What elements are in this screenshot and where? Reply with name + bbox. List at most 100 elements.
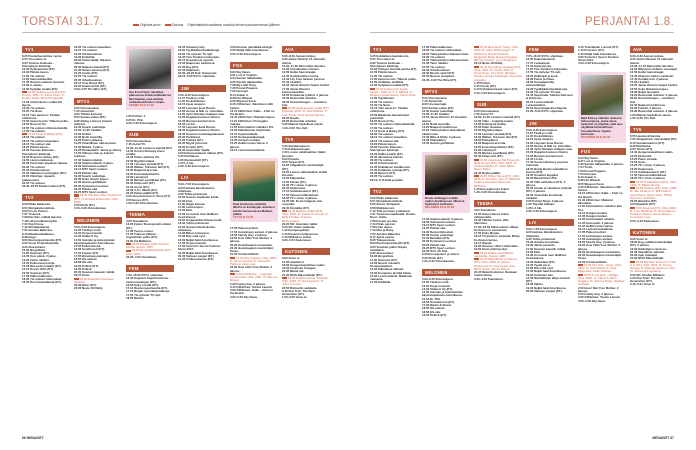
program-item: 17.00 Manhattanin älliyn-konutti (KT).	[526, 275, 570, 283]
channel-header: TV2	[370, 187, 418, 195]
program-item: 14.30 Miten metsä kuu.	[178, 231, 210, 235]
program-item: 23.25–4.00 Teemaiteto.	[126, 254, 158, 259]
program-item: 21.00 Criminal Minds.	[578, 259, 608, 264]
program-item: 21.00 Hänen tekonsa (KT).	[74, 67, 110, 72]
divider	[22, 32, 326, 33]
program-item: 0.30–4.00 Teemaiteto.	[474, 276, 504, 281]
photo-credit: TEEMA KLO 21.20	[129, 103, 154, 108]
listing-column: 19.00 Yle uutiset alueeltasi. 19.07 Yle u…	[74, 46, 122, 408]
channel-block: NELONEN 5.00–6.50 Ennustaja-tv. 10.50 Tied…	[74, 216, 122, 291]
program-item: 2.50 Family Guy. 2 jaksoa.	[578, 292, 614, 297]
program-item: 12.00 5 kuukauden oikotus.	[282, 67, 320, 71]
program-item: 15.00 Killer Karaoke.	[474, 125, 503, 129]
page-footer: 66 MENAISET	[22, 436, 44, 440]
program-item: 3.10 24Kitchen: Teemu Laurell.	[230, 284, 273, 289]
program-item: 5.00–8.45 Ennustaja-tv.	[526, 127, 558, 132]
program-item: 16.20 Pilanpäiten.	[422, 138, 447, 142]
program-item: 14.35 Aivoopetti. 2 jaksoa.	[578, 220, 614, 225]
program-item: 12.30 Syöjämen asialla (KT).	[370, 83, 409, 88]
program-item: 21.00 Hansin grillibileet.	[74, 180, 107, 185]
program-item: 14.00 Hermo & Niki vs. Amerikka.	[178, 108, 224, 113]
legend: Ohjelma-arvio Elokuva Ohjelmatiedot saat…	[133, 23, 281, 27]
program-item: 17.55 Yle nyheter TV-nytt.	[526, 70, 561, 75]
program-item: 18.45 Kerrostaloelämää (KT).	[22, 280, 62, 285]
film-tag-icon	[22, 90, 27, 94]
film-tag-icon	[630, 187, 635, 190]
program-item: 14.40 Lily Cole tarkeen perinne.	[282, 76, 326, 81]
channel-header: TEEMA	[126, 211, 174, 219]
program-item: 6.50 Pikku kakkonen.	[22, 202, 52, 207]
film-text: 22.00 Michael Jackson's This Is It (KT).…	[630, 259, 677, 274]
channel-block: KUTONEN 6.00 Voice tv. 13.00 Iskelmä tv. 18…	[282, 248, 330, 299]
program-item: 21.00 Criminal Minds.	[230, 252, 260, 257]
program-item: 0.25 Monk (KT).	[422, 255, 444, 260]
program-item: 0.05 Poliisit Norja. 2 jaksoa.	[526, 199, 564, 203]
channel-block: 19.00 Yle uutiset alueeltasi. 19.07 Yle u…	[74, 46, 122, 92]
program-item: 9.00 Huiluna Iidenkokoiten Atlantasa.	[526, 230, 563, 238]
channel-header: LIV	[526, 219, 574, 226]
program-item: 9.45 24Kitchen: Valentinen villit herkut…	[578, 184, 622, 193]
program-item: 12.40 Hengenvaarallinen saalis.	[630, 150, 674, 155]
channel-header: JIM	[526, 119, 574, 127]
program-item: 4.15–5.00 Ennustaja-tv.	[474, 90, 506, 95]
film-item: 20.00 Pukki vain Elämän maisteilla. Suom…	[474, 250, 522, 259]
film-item: 13.20 Kalaina ja ne-mä (KT). Suomi, 1951…	[22, 90, 70, 101]
program-item: 9.00 Vuosi Pohjoiskalotilla.	[22, 241, 60, 246]
film-text: 21.00 Melkein julkka (KT). USA, 2000. O:…	[282, 208, 329, 223]
film-tag-icon	[282, 276, 287, 280]
program-item: 8.38 Hugo.	[22, 234, 37, 239]
page-title: TORSTAI 31.7.	[22, 16, 104, 28]
film-tag-icon	[578, 273, 583, 276]
program-item: 19.50 Sirun pilvimyrskyt.	[474, 247, 508, 252]
program-item: 20.00 Miehen puolikkaat (KT).	[126, 178, 167, 183]
program-item: 20.00 Grand Designs – unelmien koti.	[282, 99, 327, 107]
program-item: 14.05 Autonraadot rahaksi.	[578, 217, 615, 222]
program-item: 18.55 HS-uutiset.	[422, 306, 446, 311]
program-item: 22.10 True Blood (KT).	[74, 80, 105, 85]
program-item: 15.10 Ylen aamu-tv: Tänään otsikoissa.	[22, 112, 60, 120]
program-item: 21.55 Yle uutiset.	[74, 74, 98, 79]
program-item: 13.15 Supertehtävät.	[230, 131, 259, 136]
program-item: 19.30 Yle nyheter TV-nytt.	[526, 89, 561, 94]
program-item: 20.00 Sininenkäjä: Salaiset mansut.	[74, 58, 111, 66]
program-item: 9.30 Tuomas Enbuske – Sivistyksen käsiki…	[22, 60, 55, 68]
film-text: 21.55 The Gift – Enne. USA, 2000. O: Sam…	[578, 262, 622, 274]
program-item: 21.00 Umikuorinassa (KT).	[178, 257, 215, 261]
program-item: 23.00 Pahan jäljillä (KT).	[126, 191, 159, 196]
legend-film: Elokuva	[164, 23, 183, 27]
program-item: 6.51 Nimipäiväonnittelu.	[370, 199, 404, 203]
program-item: 15.00 Yle uutiset.	[22, 106, 46, 110]
program-item: 11.05 Avara luonto: Tiikerin polku.	[370, 76, 417, 81]
program-item: 20.30 Kätevä emäntä (KT).	[74, 64, 110, 69]
film-item: 0.40 Pathfinder – Legenda sovaisholta. U…	[230, 272, 278, 283]
program-item: 15.00 Kuppilat kuntoon Ruotsi.	[178, 115, 221, 120]
program-item: 19.00 Neljät häät Amerikassa.	[178, 250, 219, 255]
program-item: 23.50 How I Met Your Mother. 2 jaksoa.	[230, 265, 273, 273]
program-item: 18.20 Päivän kasvo.	[370, 141, 398, 146]
program-item: 13.30 Eläimäiset eläimet.	[370, 267, 404, 272]
film-text: 20.00 Pukki vain Elämän maisteilla. Suom…	[474, 250, 514, 258]
channel-block: TV1 6.25 Kekkälisen keuläkoomi. 6.55 Ylen …	[370, 46, 418, 182]
program-item: 21.00 Naapurien keittiössä.	[178, 61, 216, 66]
channel-block: FEM 7.55–16.00 SVT:n ohjelmaa. 16.35 Kakom…	[526, 46, 574, 114]
program-item: 11.00 Suomen kauniin mökki.	[526, 246, 567, 251]
program-item: 17.30–18.56 Elävä arkisto: Marja Korhone…	[474, 224, 519, 232]
program-item: 11.00 Summeri (KT).	[370, 257, 398, 262]
program-item: 19.30 Suurin pudottaja.	[74, 173, 106, 178]
program-item: 12.15 Apua avapion.	[526, 137, 554, 142]
film-text: 22.35 The Day After Tomorrow (KT). O: Ro…	[74, 193, 122, 204]
program-item: 18.10 Yle uutiset alueeltasi.	[22, 138, 60, 143]
program-item: 19.00 Neljät häät Amerikassa.	[526, 285, 567, 290]
program-item: 15.55 Myyttimurtajat.	[474, 128, 503, 133]
program-item: 16.45 LA Ink.	[526, 156, 544, 161]
program-item: 21.00 Tricked (KT).	[178, 138, 204, 142]
program-item: 8.50 Ruohonjuuritasolla (KT).	[370, 241, 411, 246]
program-item: 12.00 Ekin.	[526, 249, 541, 254]
program-item: 19.50 How I Met Your Mother. 2 jaksoa.	[230, 236, 273, 244]
program-item: 22.55 Yle uutiset.	[22, 180, 46, 185]
program-item: 23.00 Nesto Oil Rally.	[74, 286, 104, 291]
program-item: 7.50 Huoneet.	[578, 171, 597, 176]
film-text: 21.00 Kaksitoist kuuman veljesta.	[74, 276, 114, 284]
program-item: 7.08 Rax Rax, leikkiä lapsina.	[22, 215, 62, 220]
program-item: 10.00 Suuren maailman kokki.	[178, 195, 220, 200]
